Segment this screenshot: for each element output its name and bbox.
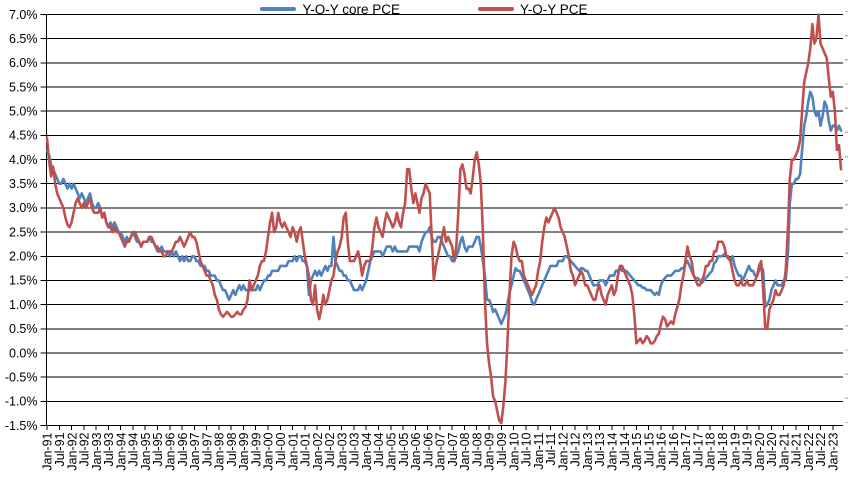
x-tick-label: Jul-03 xyxy=(348,432,362,466)
legend-item-pce: Y-O-Y PCE xyxy=(478,2,588,17)
x-tick-label: Jul-01 xyxy=(299,432,313,466)
x-tick-label: Jul-11 xyxy=(544,432,558,465)
x-tick-label: Jul-06 xyxy=(421,432,435,466)
x-tick-label: Jan-94 xyxy=(114,432,128,470)
y-tick-label: 7.0% xyxy=(9,8,38,22)
x-tick-label: Jan-99 xyxy=(237,432,251,470)
legend-label-pce: Y-O-Y PCE xyxy=(520,1,588,17)
x-tick-label: Jan-93 xyxy=(90,432,104,470)
x-tick-label: Jan-00 xyxy=(262,432,276,470)
y-tick-label: -0.5% xyxy=(5,370,38,384)
x-tick-label: Jan-92 xyxy=(65,432,79,470)
x-tick-label: Jan-15 xyxy=(630,432,644,470)
x-tick-label: Jul-17 xyxy=(691,432,705,466)
x-tick-label: Jul-07 xyxy=(446,432,460,466)
x-tick-label: Jul-09 xyxy=(495,432,509,466)
x-tick-label: Jul-99 xyxy=(249,432,263,466)
x-tick-label: Jan-07 xyxy=(434,432,448,470)
x-tick-label: Jul-19 xyxy=(741,432,755,466)
y-tick-label: 6.0% xyxy=(9,56,38,70)
x-tick-label: Jan-10 xyxy=(507,432,521,470)
x-tick-label: Jul-93 xyxy=(102,432,116,466)
y-tick-label: 2.5% xyxy=(9,225,38,239)
x-tick-label: Jul-00 xyxy=(274,432,288,466)
x-tick-label: Jan-12 xyxy=(556,432,570,470)
x-tick-label: Jul-97 xyxy=(200,432,214,466)
x-tick-label: Jul-16 xyxy=(667,432,681,466)
x-tick-label: Jul-18 xyxy=(716,432,730,466)
x-tick-label: Jan-22 xyxy=(802,432,816,470)
x-tick-label: Jul-08 xyxy=(470,432,484,466)
x-tick-label: Jan-03 xyxy=(335,432,349,470)
x-tick-label: Jul-20 xyxy=(765,432,779,466)
x-tick-label: Jul-22 xyxy=(814,432,828,466)
x-tick-label: Jan-95 xyxy=(139,432,153,470)
x-tick-label: Jan-21 xyxy=(777,432,791,470)
x-tick-label: Jul-21 xyxy=(790,432,804,466)
x-tick-label: Jan-04 xyxy=(360,432,374,470)
y-tick-label: 4.5% xyxy=(9,129,38,143)
y-tick-label: 1.0% xyxy=(9,298,38,312)
x-tick-label: Jul-98 xyxy=(225,432,239,466)
x-tick-label: Jan-91 xyxy=(41,432,55,470)
y-tick-label: 0.0% xyxy=(9,346,38,360)
y-tick-label: 3.0% xyxy=(9,201,38,215)
series-line-y-o-y-pce xyxy=(45,13,843,425)
x-tick-label: Jan-98 xyxy=(213,432,227,470)
legend-label-core-pce: Y-O-Y core PCE xyxy=(302,1,400,17)
x-tick-label: Jul-91 xyxy=(53,432,67,466)
y-tick-label: 4.0% xyxy=(9,153,38,167)
x-tick-label: Jul-02 xyxy=(323,432,337,466)
y-tick-label: 1.5% xyxy=(9,274,38,288)
x-tick-label: Jan-11 xyxy=(532,432,546,469)
x-tick-label: Jan-19 xyxy=(728,432,742,470)
x-tick-label: Jan-97 xyxy=(188,432,202,470)
x-tick-label: Jul-95 xyxy=(151,432,165,466)
y-tick-label: 3.5% xyxy=(9,177,38,191)
y-tick-label: 5.0% xyxy=(9,105,38,119)
x-tick-label: Jul-12 xyxy=(569,432,583,466)
core-pce-line-swatch xyxy=(260,7,297,11)
x-tick-label: Jul-14 xyxy=(618,432,632,466)
legend-item-core-pce: Y-O-Y core PCE xyxy=(260,2,400,17)
x-tick-label: Jan-06 xyxy=(409,432,423,470)
y-tick-label: 5.5% xyxy=(9,80,38,94)
x-tick-label: Jul-05 xyxy=(397,432,411,466)
x-tick-label: Jul-04 xyxy=(372,432,386,466)
x-tick-label: Jan-16 xyxy=(655,432,669,470)
x-tick-label: Jan-09 xyxy=(483,432,497,470)
y-tick-label: -1.5% xyxy=(5,419,38,433)
x-tick-label: Jul-92 xyxy=(78,432,92,466)
x-tick-label: Jul-94 xyxy=(127,432,141,466)
x-tick-label: Jan-14 xyxy=(606,432,620,470)
x-tick-label: Jan-05 xyxy=(384,432,398,470)
x-tick-label: Jan-23 xyxy=(827,432,841,470)
x-tick-label: Jan-17 xyxy=(679,432,693,470)
y-tick-label: -1.0% xyxy=(5,395,38,409)
x-tick-label: Jul-96 xyxy=(176,432,190,466)
y-tick-label: 2.0% xyxy=(9,250,38,264)
x-tick-label: Jan-18 xyxy=(704,432,718,470)
x-tick-label: Jul-15 xyxy=(642,432,656,466)
x-tick-label: Jul-13 xyxy=(593,432,607,466)
x-tick-label: Jan-13 xyxy=(581,432,595,470)
x-tick-label: Jan-20 xyxy=(753,432,767,470)
x-tick-label: Jan-96 xyxy=(163,432,177,470)
x-tick-label: Jan-01 xyxy=(286,432,300,470)
y-tick-label: 6.5% xyxy=(9,32,38,46)
x-tick-label: Jan-08 xyxy=(458,432,472,470)
pce-line-swatch xyxy=(478,7,514,11)
legend: Y-O-Y core PCE Y-O-Y PCE xyxy=(0,1,848,17)
y-tick-label: 0.5% xyxy=(9,322,38,336)
x-tick-label: Jul-10 xyxy=(520,432,534,466)
series-line-y-o-y-core-pce xyxy=(45,90,843,326)
x-tick-label: Jan-02 xyxy=(311,432,325,470)
